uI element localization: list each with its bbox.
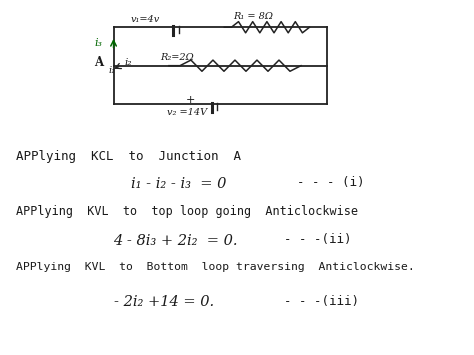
Text: APPlying  KVL  to  Bottom  loop traversing  Anticlockwise.: APPlying KVL to Bottom loop traversing A… <box>16 262 414 272</box>
Text: APPlying  KCL  to  Junction  A: APPlying KCL to Junction A <box>16 149 241 163</box>
Text: R₁ = 8Ω: R₁ = 8Ω <box>233 11 273 21</box>
Text: i₂: i₂ <box>124 58 132 67</box>
Text: - - -(iii): - - -(iii) <box>284 295 359 307</box>
Text: - - - (i): - - - (i) <box>297 176 364 190</box>
Text: i₁ - i₂ - i₃  = 0: i₁ - i₂ - i₃ = 0 <box>130 178 226 191</box>
Text: APPlying  KVL  to  top loop going  Anticlockwise: APPlying KVL to top loop going Anticlock… <box>16 206 357 218</box>
Text: A: A <box>94 56 103 69</box>
Text: R₂=2Ω: R₂=2Ω <box>160 54 194 62</box>
Text: v₂ =14V: v₂ =14V <box>167 108 207 117</box>
Text: +: + <box>186 95 195 105</box>
Text: v₁=4v: v₁=4v <box>130 15 160 24</box>
Text: - - -(ii): - - -(ii) <box>284 233 351 246</box>
Text: - 2i₂ +14 = 0.: - 2i₂ +14 = 0. <box>114 295 214 308</box>
Text: i₁: i₁ <box>109 66 116 75</box>
Text: i₃: i₃ <box>94 38 102 49</box>
Text: 4 - 8i₃ + 2i₂  = 0.: 4 - 8i₃ + 2i₂ = 0. <box>114 234 238 248</box>
